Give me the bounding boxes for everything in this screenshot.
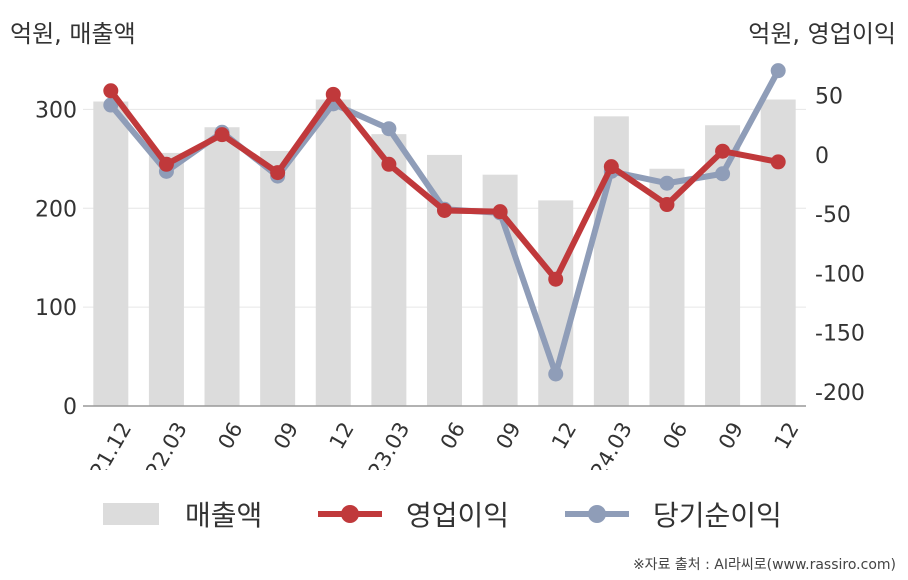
x-axis: 21.12 22.03 06 09 12 23.03 06 09 12 24.03 06 09 12	[85, 418, 803, 470]
right-y-axis: 50 0 -50 -100 -150 -200	[815, 85, 865, 406]
left-tick-label: 0	[63, 395, 77, 420]
x-tick-label: 09	[714, 418, 748, 453]
right-tick-label: -200	[815, 381, 865, 406]
operating-profit-point	[381, 156, 397, 172]
right-axis-unit: 억원, 영업이익	[748, 20, 896, 48]
right-tick-label: -150	[815, 322, 865, 347]
net-profit-point	[770, 63, 786, 79]
bar-sales	[148, 152, 184, 406]
operating-profit-point	[437, 202, 452, 218]
x-tick-label: 09	[491, 418, 525, 453]
net-profit-point	[659, 175, 675, 191]
legend-label-net-profit: 당기순이익	[653, 499, 782, 532]
operating-profit-point	[325, 86, 341, 102]
x-tick-label: 12	[325, 418, 359, 453]
bar-sales	[93, 101, 129, 407]
net-profit-point	[715, 166, 731, 182]
left-tick-label: 300	[35, 98, 77, 123]
operating-profit-point	[158, 156, 174, 172]
x-tick-label: 12	[770, 418, 804, 453]
right-tick-label: -50	[815, 203, 851, 228]
chart: 0 100 200 300 50 0 -50 -100 -150 -200 21.12 22.03…	[35, 63, 865, 470]
operating-profit-point	[603, 159, 619, 175]
x-tick-label: 06	[213, 418, 247, 453]
legend-label-sales: 매출액	[185, 499, 263, 532]
bar-sales	[315, 99, 351, 407]
net-profit-point	[381, 121, 397, 137]
operating-profit-point	[214, 127, 230, 143]
bar-series	[93, 99, 796, 407]
operating-profit-point	[270, 165, 286, 181]
bar-sales	[371, 134, 407, 406]
bar-sales	[760, 99, 796, 407]
operating-profit-point	[715, 143, 731, 159]
left-tick-label: 100	[35, 296, 77, 321]
bar-sales	[204, 127, 240, 407]
operating-profit-point	[492, 204, 508, 220]
bar-sales	[260, 150, 296, 406]
right-tick-label: -100	[815, 262, 865, 287]
operating-profit-point	[659, 197, 675, 213]
net-profit-point	[103, 97, 119, 113]
legend-item-sales: 매출액	[103, 494, 262, 534]
legend-item-operating-profit: 영업이익	[318, 494, 509, 534]
source-note: ※자료 출처 : AI라씨로(www.rassiro.com)	[632, 557, 896, 573]
x-tick-label: 24.03	[586, 418, 637, 470]
line-series	[103, 63, 786, 382]
legend-swatch-operating-profit	[318, 503, 382, 525]
legend-swatch-sales	[103, 503, 159, 525]
legend-label-operating-profit: 영업이익	[406, 499, 510, 532]
x-tick-label: 22.03	[141, 418, 192, 470]
right-tick-label: 50	[815, 85, 843, 110]
legend-swatch-net-profit	[565, 503, 629, 525]
left-y-axis: 0 100 200 300	[35, 98, 77, 420]
x-tick-label: 12	[547, 418, 581, 453]
x-tick-label: 06	[658, 418, 692, 453]
x-tick-label: 21.12	[85, 418, 136, 470]
x-tick-label: 06	[436, 418, 470, 453]
net-profit-point	[548, 366, 564, 382]
right-tick-label: 0	[815, 144, 829, 169]
x-tick-label: 23.03	[364, 418, 415, 470]
operating-profit-point	[770, 154, 786, 170]
legend-item-net-profit: 당기순이익	[565, 494, 782, 534]
operating-profit-point	[103, 83, 119, 99]
x-tick-label: 09	[269, 418, 303, 453]
left-axis-unit: 억원, 매출액	[10, 20, 136, 48]
operating-profit-point	[548, 271, 564, 287]
left-tick-label: 200	[35, 197, 77, 222]
